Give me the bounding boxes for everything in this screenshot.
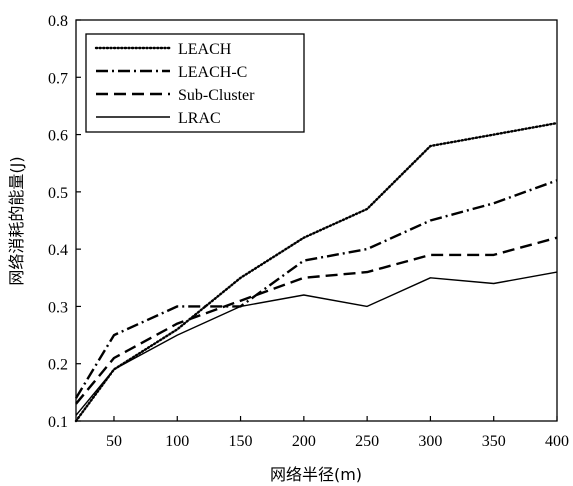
y-tick-label: 0.6: [48, 128, 68, 145]
legend-label: LEACH: [178, 41, 232, 58]
y-tick-label: 0.3: [48, 299, 68, 316]
series-line-leach: [74, 121, 559, 423]
x-tick-label: 300: [418, 433, 442, 450]
axis-ticks: 0.1 0.2 0.3 0.4 0.5 0.6 0.7 0.8 50 100 150 200 250 30…: [48, 13, 569, 450]
y-tick-label: 0.2: [48, 357, 68, 374]
y-tick-label: 0.8: [48, 13, 68, 30]
legend: LEACH LEACH-C Sub-Cluster LRAC: [85, 33, 305, 133]
x-tick-label: 250: [355, 433, 379, 450]
series-line-sub-cluster: [75, 236, 558, 405]
y-tick-label: 0.4: [48, 242, 68, 259]
series-lines: [74, 121, 559, 423]
x-tick-label: 350: [482, 433, 506, 450]
x-tick-label: 400: [545, 433, 569, 450]
y-tick-label: 0.5: [48, 185, 68, 202]
series-line-leach-c: [74, 179, 558, 399]
y-tick-label: 0.7: [48, 70, 68, 87]
y-tick-label: 0.1: [48, 414, 68, 431]
x-tick-label: 200: [292, 433, 316, 450]
legend-label: LRAC: [178, 110, 221, 127]
x-axis-title: 网络半径(m): [270, 465, 362, 484]
x-tick-label: 50: [106, 433, 122, 450]
series-line-lrac: [75, 271, 558, 416]
x-tick-label: 100: [165, 433, 189, 450]
legend-label: LEACH-C: [178, 64, 247, 81]
y-axis-title: 网络消耗的能量(J): [7, 156, 26, 285]
legend-box: [85, 33, 305, 133]
plot-frame: [75, 19, 558, 422]
legend-label: Sub-Cluster: [178, 87, 255, 104]
x-tick-label: 150: [229, 433, 253, 450]
